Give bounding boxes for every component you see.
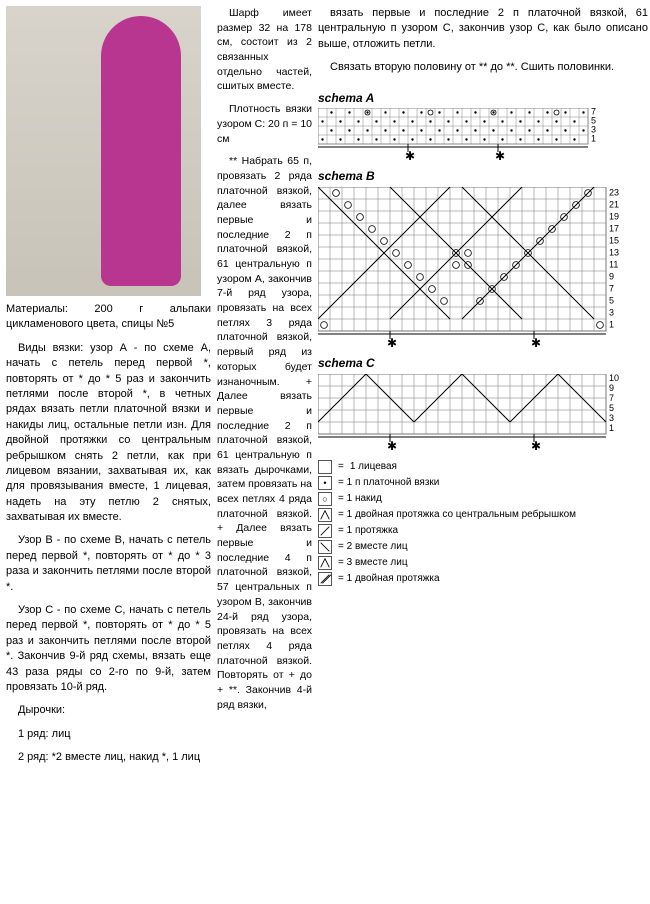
schema-c-label: schema C <box>318 355 648 372</box>
legend-text: = 1 накид <box>338 492 382 506</box>
legend: =1 лицевая = 1 п платочной вязки = 1 накид… <box>318 460 648 588</box>
schema-a-chart: 7531✱✱ <box>318 108 610 162</box>
svg-text:13: 13 <box>609 248 619 258</box>
legend-text: = 1 протяжка <box>338 524 398 538</box>
holes-title: Дырочки: <box>6 703 211 718</box>
size-text: Шарф имеет размер 32 на 178 см, состоит … <box>217 6 312 94</box>
legend-row: = 1 накид <box>318 492 648 506</box>
svg-text:1: 1 <box>591 134 596 144</box>
svg-text:1: 1 <box>609 423 614 433</box>
svg-text:✱: ✱ <box>531 336 541 349</box>
schema-b-chart: 23 21 19 17 15 13 11 9 7 5 3 1 ✱ ✱ <box>318 187 628 349</box>
svg-text:10: 10 <box>609 374 619 383</box>
legend-row: =1 лицевая <box>318 460 648 474</box>
svg-text:9: 9 <box>609 383 614 393</box>
legend-text: = 1 двойная протяжка <box>338 572 440 586</box>
second-half-text: Связать вторую половину от ** до **. Сши… <box>318 60 648 75</box>
instructions-cont-text: вязать первые и последние 2 п платочной … <box>318 6 648 52</box>
materials-text: Материалы: 200 г альпаки цикламенового ц… <box>6 302 211 333</box>
legend-symbol <box>318 524 332 538</box>
svg-text:7: 7 <box>609 393 614 403</box>
svg-text:✱: ✱ <box>387 336 397 349</box>
legend-text: = 1 п платочной вязки <box>338 476 439 490</box>
svg-text:3: 3 <box>609 413 614 423</box>
legend-row: = 2 вместе лиц <box>318 540 648 554</box>
gauge-text: Плотность вязки узором С: 20 п = 10 см <box>217 102 312 146</box>
svg-text:11: 11 <box>609 260 618 270</box>
legend-symbol <box>318 460 332 474</box>
svg-text:19: 19 <box>609 212 619 222</box>
svg-text:✱: ✱ <box>387 439 397 452</box>
svg-text:17: 17 <box>609 224 619 234</box>
legend-symbol <box>318 476 332 490</box>
schema-c-chart: 1097531 ✱ ✱ <box>318 374 628 452</box>
schema-b-label: schema B <box>318 168 648 185</box>
legend-symbol <box>318 556 332 570</box>
svg-text:✱: ✱ <box>495 149 505 162</box>
legend-text: = 2 вместе лиц <box>338 540 408 554</box>
patterns-c-text: Узор С - по схеме С, начать с петель пер… <box>6 603 211 695</box>
svg-text:7: 7 <box>609 284 614 294</box>
legend-row: = 1 протяжка <box>318 524 648 538</box>
svg-text:5: 5 <box>609 296 614 306</box>
instructions-text: ** Набрать 65 п, провязать 2 ряда платоч… <box>217 154 312 712</box>
svg-text:23: 23 <box>609 188 619 198</box>
legend-row: = 3 вместе лиц <box>318 556 648 570</box>
svg-text:15: 15 <box>609 236 619 246</box>
patterns-a-text: Виды вязки: узор А - по схеме А, начать … <box>6 341 211 526</box>
holes-row2: 2 ряд: *2 вместе лиц, накид *, 1 лиц <box>6 750 211 765</box>
patterns-b-text: Узор В - по схеме В, начать с петель пер… <box>6 533 211 595</box>
legend-symbol <box>318 492 332 506</box>
product-photo <box>6 6 201 296</box>
legend-text: 1 лицевая <box>350 460 397 474</box>
svg-text:3: 3 <box>609 308 614 318</box>
svg-text:✱: ✱ <box>405 149 415 162</box>
legend-text: = 1 двойная протяжка со центральным ребр… <box>338 508 576 522</box>
schema-a-label: schema A <box>318 90 648 107</box>
svg-text:✱: ✱ <box>531 439 541 452</box>
legend-row: = 1 двойная протяжка со центральным ребр… <box>318 508 648 522</box>
legend-text: = 3 вместе лиц <box>338 556 408 570</box>
legend-row: = 1 двойная протяжка <box>318 572 648 586</box>
holes-row1: 1 ряд: лиц <box>6 727 211 742</box>
svg-text:5: 5 <box>609 403 614 413</box>
svg-text:9: 9 <box>609 272 614 282</box>
svg-text:21: 21 <box>609 200 619 210</box>
legend-symbol <box>318 572 332 586</box>
legend-row: = 1 п платочной вязки <box>318 476 648 490</box>
svg-text:1: 1 <box>609 320 614 330</box>
legend-symbol <box>318 540 332 554</box>
legend-symbol <box>318 508 332 522</box>
